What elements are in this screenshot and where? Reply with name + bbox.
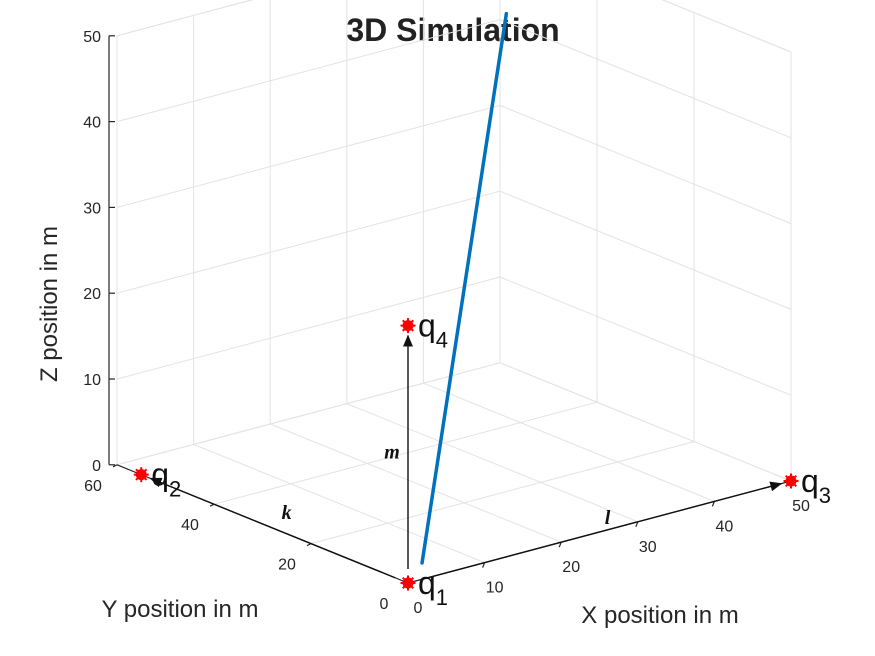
y-tick bbox=[112, 464, 118, 468]
x-tick bbox=[482, 562, 486, 568]
vector-m-label: m bbox=[384, 441, 400, 463]
point-label: q4 bbox=[418, 308, 448, 353]
grid-line bbox=[193, 443, 485, 564]
x-axis-label: X position in m bbox=[581, 602, 738, 629]
grid-line bbox=[116, 190, 501, 294]
grid-line bbox=[213, 401, 598, 505]
box-edge bbox=[661, 0, 792, 53]
series-line bbox=[420, 11, 509, 565]
grid-line bbox=[116, 362, 501, 466]
grid-line bbox=[270, 423, 562, 543]
point-marker-spike bbox=[784, 474, 798, 488]
z-axis-label: Z position in m bbox=[36, 226, 63, 382]
z-tick-label: 40 bbox=[83, 115, 101, 132]
x-tick bbox=[558, 541, 562, 548]
y-tick-label: 20 bbox=[278, 557, 296, 574]
z-tick-label: 10 bbox=[83, 372, 101, 389]
grid-line bbox=[116, 19, 501, 123]
grid-line bbox=[499, 190, 792, 310]
axes bbox=[108, 35, 792, 584]
x-tick-label: 10 bbox=[486, 580, 504, 597]
point-marker-spike bbox=[401, 576, 415, 590]
grid-line bbox=[499, 19, 792, 139]
point-label: q1 bbox=[418, 565, 448, 610]
grid-line bbox=[499, 276, 792, 396]
point-label-sub: 1 bbox=[436, 585, 448, 610]
grid-line bbox=[499, 362, 792, 482]
point-label-sub: 2 bbox=[169, 477, 181, 502]
grid-line bbox=[346, 403, 638, 523]
vector-k-label: k bbox=[282, 502, 292, 524]
x-tick-label: 40 bbox=[716, 518, 734, 535]
point-label-sub: 3 bbox=[819, 483, 831, 508]
x-tick bbox=[711, 501, 715, 507]
grid-line bbox=[116, 104, 501, 208]
vector-k-arrow bbox=[149, 477, 396, 579]
chart-title: 3D Simulation bbox=[346, 12, 559, 48]
point-marker-spike bbox=[135, 468, 148, 481]
y-tick-label: 60 bbox=[84, 478, 102, 495]
z-tick-label: 30 bbox=[83, 200, 101, 217]
z-tick-label: 50 bbox=[83, 29, 101, 46]
tick-labels: 0 10 20 30 40 50 0 20 40 60 0 10 20 30 40 50 bbox=[83, 29, 810, 617]
x-tick-label: 50 bbox=[792, 498, 810, 515]
y-tick-label: 40 bbox=[181, 517, 199, 534]
grid bbox=[116, 0, 792, 584]
grid-line bbox=[310, 441, 695, 545]
x-tick-label: 20 bbox=[562, 559, 580, 576]
x-tick-label: 0 bbox=[414, 600, 423, 617]
grid-line bbox=[423, 382, 715, 502]
grid-line bbox=[499, 104, 792, 225]
y-axis-label: Y position in m bbox=[102, 596, 259, 623]
x-tick bbox=[635, 521, 639, 528]
vector-l-arrow bbox=[421, 481, 783, 581]
z-tick-label: 0 bbox=[92, 458, 101, 475]
vectors: k l m bbox=[149, 334, 783, 581]
vector-l-label: l bbox=[605, 507, 611, 529]
point-q1: q1 bbox=[400, 565, 448, 610]
series bbox=[420, 11, 509, 565]
x-tick-label: 30 bbox=[639, 539, 657, 556]
point-label: q2 bbox=[151, 457, 181, 502]
y-tick-label: 0 bbox=[380, 596, 389, 613]
point-q2: q2 bbox=[133, 457, 181, 502]
grid-line bbox=[116, 276, 501, 380]
box-edge bbox=[116, 0, 254, 37]
point-label-sub: 4 bbox=[436, 328, 448, 353]
point-marker-spike bbox=[401, 319, 415, 332]
z-tick-label: 20 bbox=[83, 286, 101, 303]
